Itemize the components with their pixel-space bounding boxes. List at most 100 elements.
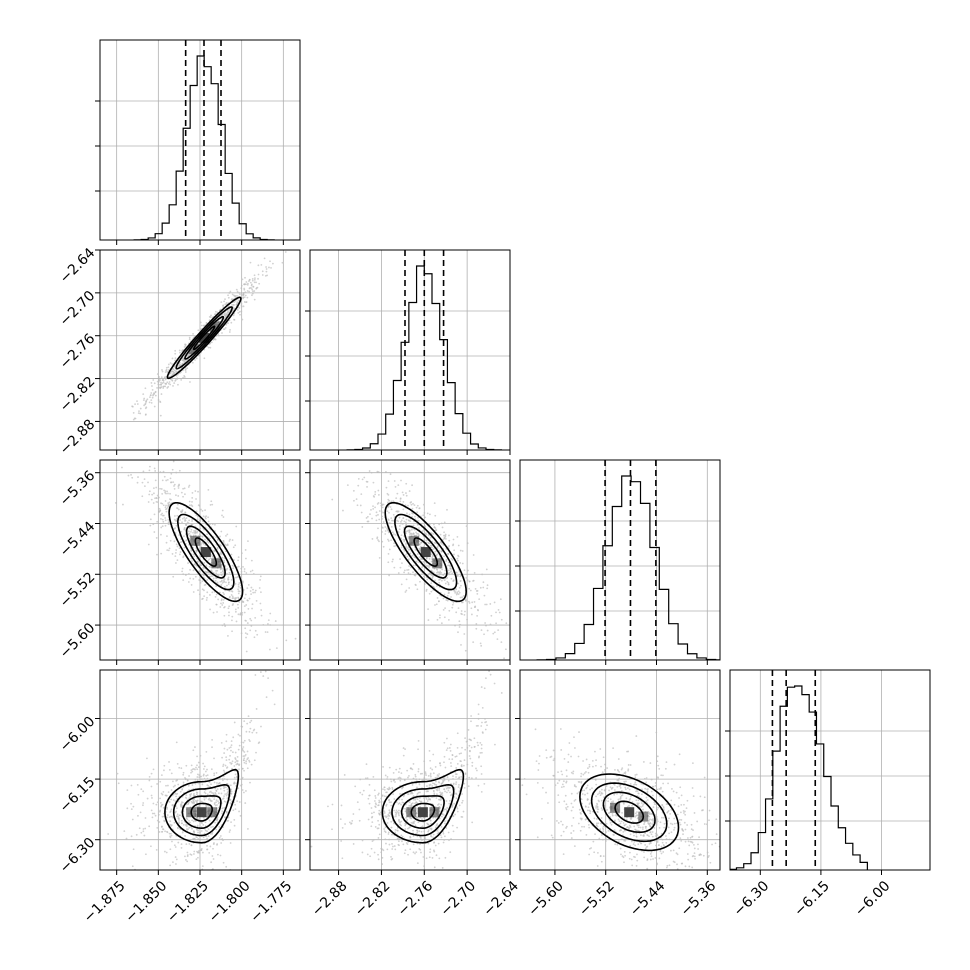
scatter-point bbox=[192, 577, 195, 580]
scatter-point bbox=[631, 804, 633, 807]
scatter-point bbox=[227, 635, 229, 637]
scatter-point bbox=[458, 784, 460, 786]
scatter-point bbox=[173, 844, 176, 847]
scatter-point bbox=[136, 481, 139, 484]
scatter-point bbox=[235, 596, 238, 599]
scatter-point bbox=[428, 856, 431, 859]
scatter-point bbox=[523, 557, 525, 559]
scatter-point bbox=[415, 506, 418, 509]
scatter-point bbox=[373, 851, 376, 854]
scatter-point bbox=[175, 810, 177, 813]
scatter-point bbox=[182, 823, 185, 826]
scatter-point bbox=[411, 515, 413, 518]
scatter-point bbox=[176, 514, 179, 517]
scatter-point bbox=[174, 352, 177, 355]
scatter-point bbox=[212, 792, 215, 795]
scatter-point bbox=[600, 799, 603, 802]
scatter-point bbox=[399, 566, 402, 569]
scatter-point bbox=[196, 768, 199, 771]
scatter-point bbox=[414, 852, 416, 855]
scatter-point bbox=[182, 495, 184, 498]
scatter-point bbox=[166, 381, 169, 384]
scatter-point bbox=[656, 755, 659, 758]
scatter-point bbox=[374, 795, 377, 797]
scatter-point bbox=[187, 581, 190, 583]
scatter-point bbox=[187, 573, 190, 575]
scatter-point bbox=[214, 523, 216, 526]
scatter-point bbox=[428, 557, 431, 560]
scatter-point bbox=[400, 834, 403, 837]
scatter-point bbox=[269, 624, 272, 626]
scatter-point bbox=[180, 491, 183, 494]
scatter-point bbox=[201, 510, 204, 512]
scatter-point bbox=[294, 637, 297, 640]
scatter-point bbox=[160, 502, 162, 505]
scatter-point bbox=[432, 833, 435, 836]
scatter-point bbox=[186, 779, 189, 782]
scatter-point bbox=[459, 596, 462, 599]
scatter-point bbox=[371, 517, 373, 520]
scatter-point bbox=[167, 791, 170, 794]
scatter-point bbox=[444, 808, 447, 811]
scatter-point bbox=[447, 779, 450, 782]
scatter-point bbox=[609, 822, 612, 824]
scatter-point bbox=[440, 803, 443, 806]
scatter-point bbox=[443, 579, 446, 582]
scatter-point bbox=[696, 820, 699, 823]
scatter-point bbox=[416, 588, 419, 591]
scatter-point bbox=[408, 531, 411, 534]
scatter-point bbox=[461, 562, 464, 565]
scatter-point bbox=[187, 533, 190, 536]
scatter-point bbox=[237, 592, 240, 595]
scatter-point bbox=[178, 766, 181, 769]
scatter-point bbox=[388, 843, 391, 846]
scatter-point bbox=[465, 525, 468, 528]
scatter-point bbox=[225, 792, 228, 795]
scatter-point bbox=[422, 503, 425, 506]
scatter-point bbox=[420, 557, 423, 559]
scatter-point bbox=[399, 558, 401, 560]
scatter-point bbox=[194, 778, 197, 781]
scatter-point bbox=[393, 542, 395, 545]
scatter-point bbox=[416, 873, 418, 875]
scatter-point bbox=[188, 484, 191, 487]
scatter-point bbox=[203, 798, 206, 801]
scatter-point bbox=[146, 797, 149, 800]
scatter-point bbox=[187, 784, 190, 787]
scatter-point bbox=[377, 527, 379, 530]
scatter-point bbox=[505, 622, 508, 625]
scatter-point bbox=[220, 583, 223, 586]
scatter-point bbox=[466, 579, 469, 582]
scatter-point bbox=[373, 811, 375, 814]
scatter-point bbox=[402, 538, 405, 541]
scatter-point bbox=[406, 569, 408, 571]
scatter-point bbox=[394, 485, 397, 488]
scatter-point bbox=[244, 627, 247, 630]
scatter-point bbox=[350, 822, 353, 825]
scatter-point bbox=[379, 502, 382, 505]
scatter-point bbox=[421, 818, 423, 820]
scatter-point bbox=[451, 603, 454, 606]
scatter-point bbox=[620, 820, 623, 823]
scatter-point bbox=[211, 503, 214, 506]
scatter-point bbox=[406, 547, 409, 550]
scatter-point bbox=[435, 554, 438, 557]
scatter-point bbox=[357, 477, 360, 480]
scatter-point bbox=[397, 840, 400, 843]
scatter-point bbox=[402, 747, 405, 749]
scatter-point bbox=[377, 489, 380, 492]
scatter-point bbox=[442, 832, 445, 835]
scatter-point bbox=[165, 369, 168, 372]
scatter-point bbox=[618, 820, 621, 822]
scatter-point bbox=[625, 885, 627, 887]
scatter-point bbox=[195, 498, 197, 500]
scatter-point bbox=[148, 775, 151, 778]
scatter-point bbox=[153, 405, 156, 408]
scatter-point bbox=[159, 414, 162, 417]
scatter-point bbox=[269, 612, 272, 615]
scatter-point bbox=[443, 839, 446, 841]
scatter-point bbox=[281, 261, 284, 264]
scatter-point bbox=[153, 531, 156, 533]
scatter-point bbox=[126, 789, 129, 792]
contour-2 bbox=[176, 513, 235, 591]
